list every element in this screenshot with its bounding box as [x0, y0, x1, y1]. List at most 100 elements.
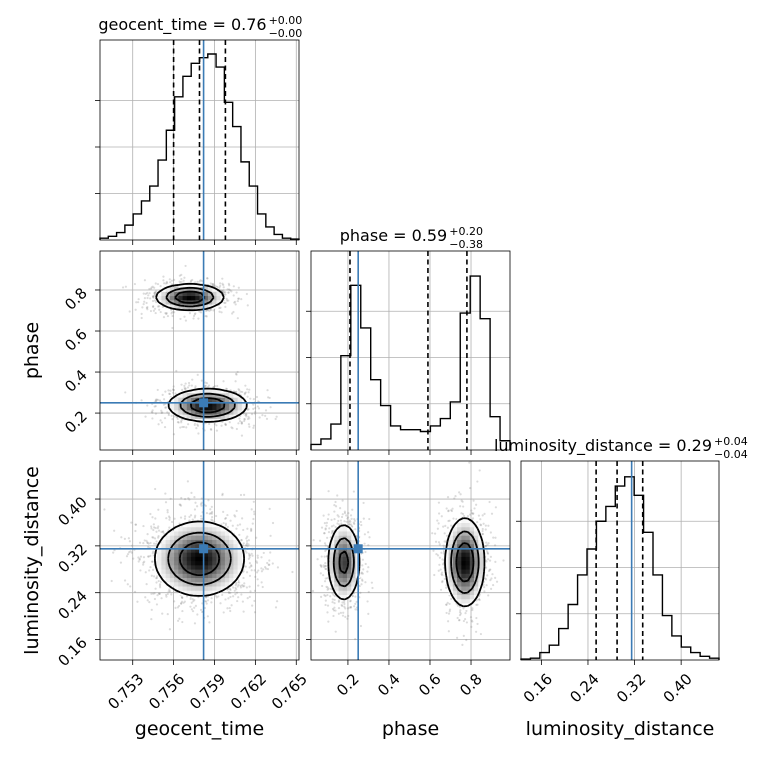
- sample-point: [165, 517, 168, 520]
- sample-point: [327, 513, 330, 516]
- density-cell: [191, 590, 196, 595]
- density-cell: [216, 388, 222, 394]
- density-cell: [342, 560, 348, 566]
- sample-point: [227, 282, 230, 285]
- density-cell: [334, 585, 340, 591]
- density-cell: [186, 590, 192, 595]
- sample-point: [209, 512, 212, 515]
- sample-point: [134, 523, 137, 526]
- sample-point: [158, 592, 161, 595]
- sample-point: [362, 501, 365, 505]
- sample-point: [481, 533, 484, 536]
- density-cell: [330, 547, 335, 553]
- sample-point: [247, 423, 251, 426]
- sample-point: [237, 583, 240, 587]
- sample-point: [210, 428, 213, 431]
- sample-point: [477, 514, 481, 517]
- sample-point: [155, 540, 158, 543]
- sample-point: [240, 422, 243, 425]
- density-cell: [220, 552, 226, 557]
- sample-point: [324, 567, 328, 571]
- sample-point: [168, 392, 171, 395]
- density-cell: [212, 577, 218, 583]
- sample-point: [168, 590, 172, 593]
- sample-point: [215, 429, 219, 432]
- sample-point: [155, 301, 158, 304]
- density-cell: [178, 564, 184, 570]
- density-cell: [203, 388, 209, 394]
- density-cell: [178, 409, 184, 415]
- density-cell: [224, 547, 230, 553]
- sample-point: [166, 511, 169, 514]
- sample-point: [128, 310, 131, 313]
- sample-point: [143, 560, 146, 563]
- sample-point: [348, 523, 351, 526]
- sample-point: [243, 392, 246, 395]
- sample-point: [192, 314, 196, 318]
- sample-point: [432, 549, 435, 552]
- sample-point: [182, 601, 185, 604]
- density-cell: [229, 560, 234, 566]
- density-cell: [169, 295, 175, 301]
- density-cell: [207, 552, 213, 557]
- sample-point: [237, 297, 241, 300]
- density-cell: [174, 581, 179, 587]
- sample-point: [311, 589, 315, 593]
- density-cell: [233, 560, 239, 566]
- sample-point: [245, 292, 248, 296]
- density-cell: [174, 397, 179, 402]
- density-cell: [478, 581, 484, 587]
- density-cell: [457, 590, 462, 595]
- sample-point: [219, 602, 222, 605]
- joint-plot-area: [311, 461, 505, 646]
- density-cell: [229, 568, 234, 574]
- sample-point: [180, 602, 183, 605]
- density-cell: [233, 556, 239, 562]
- sample-point: [354, 608, 357, 611]
- density-cell: [195, 388, 201, 394]
- sample-point: [487, 524, 490, 527]
- sample-point: [172, 388, 175, 392]
- joint-panel-phase-luminosity_distance: [306, 460, 511, 665]
- sample-point: [476, 521, 479, 524]
- sample-point: [478, 469, 481, 472]
- sample-point: [219, 284, 222, 288]
- sample-point: [458, 491, 461, 494]
- sample-point: [156, 594, 159, 597]
- sample-point: [189, 280, 192, 283]
- sample-point: [180, 280, 183, 283]
- density-cell: [157, 295, 162, 301]
- sample-point: [167, 389, 170, 392]
- density-cell: [469, 573, 475, 579]
- sample-point: [475, 603, 478, 606]
- sample-point: [171, 314, 174, 318]
- sample-point: [196, 424, 200, 427]
- density-cell: [229, 539, 234, 545]
- sample-point: [177, 421, 180, 424]
- density-cell: [212, 295, 218, 301]
- sample-point: [470, 619, 473, 622]
- density-cell: [203, 556, 209, 562]
- sample-point: [131, 544, 134, 547]
- sample-point: [261, 585, 264, 589]
- sample-point: [167, 412, 170, 415]
- sample-point: [333, 606, 336, 609]
- sample-point: [254, 575, 257, 578]
- sample-point: [113, 529, 116, 532]
- sample-point: [230, 604, 233, 607]
- sample-point: [193, 598, 196, 602]
- sample-point: [239, 584, 242, 587]
- density-cell: [237, 547, 243, 553]
- sample-point: [153, 405, 156, 408]
- sample-point: [152, 523, 155, 526]
- density-cell: [161, 573, 167, 579]
- sample-point: [103, 508, 106, 511]
- density-cell: [233, 539, 239, 545]
- sample-point: [189, 279, 193, 282]
- sample-point: [248, 554, 251, 557]
- joint-panel-geocent_time-luminosity_distance: [95, 460, 300, 665]
- sample-point: [448, 519, 451, 522]
- sample-point: [238, 523, 242, 526]
- sample-point: [158, 583, 162, 586]
- sample-point: [246, 395, 249, 398]
